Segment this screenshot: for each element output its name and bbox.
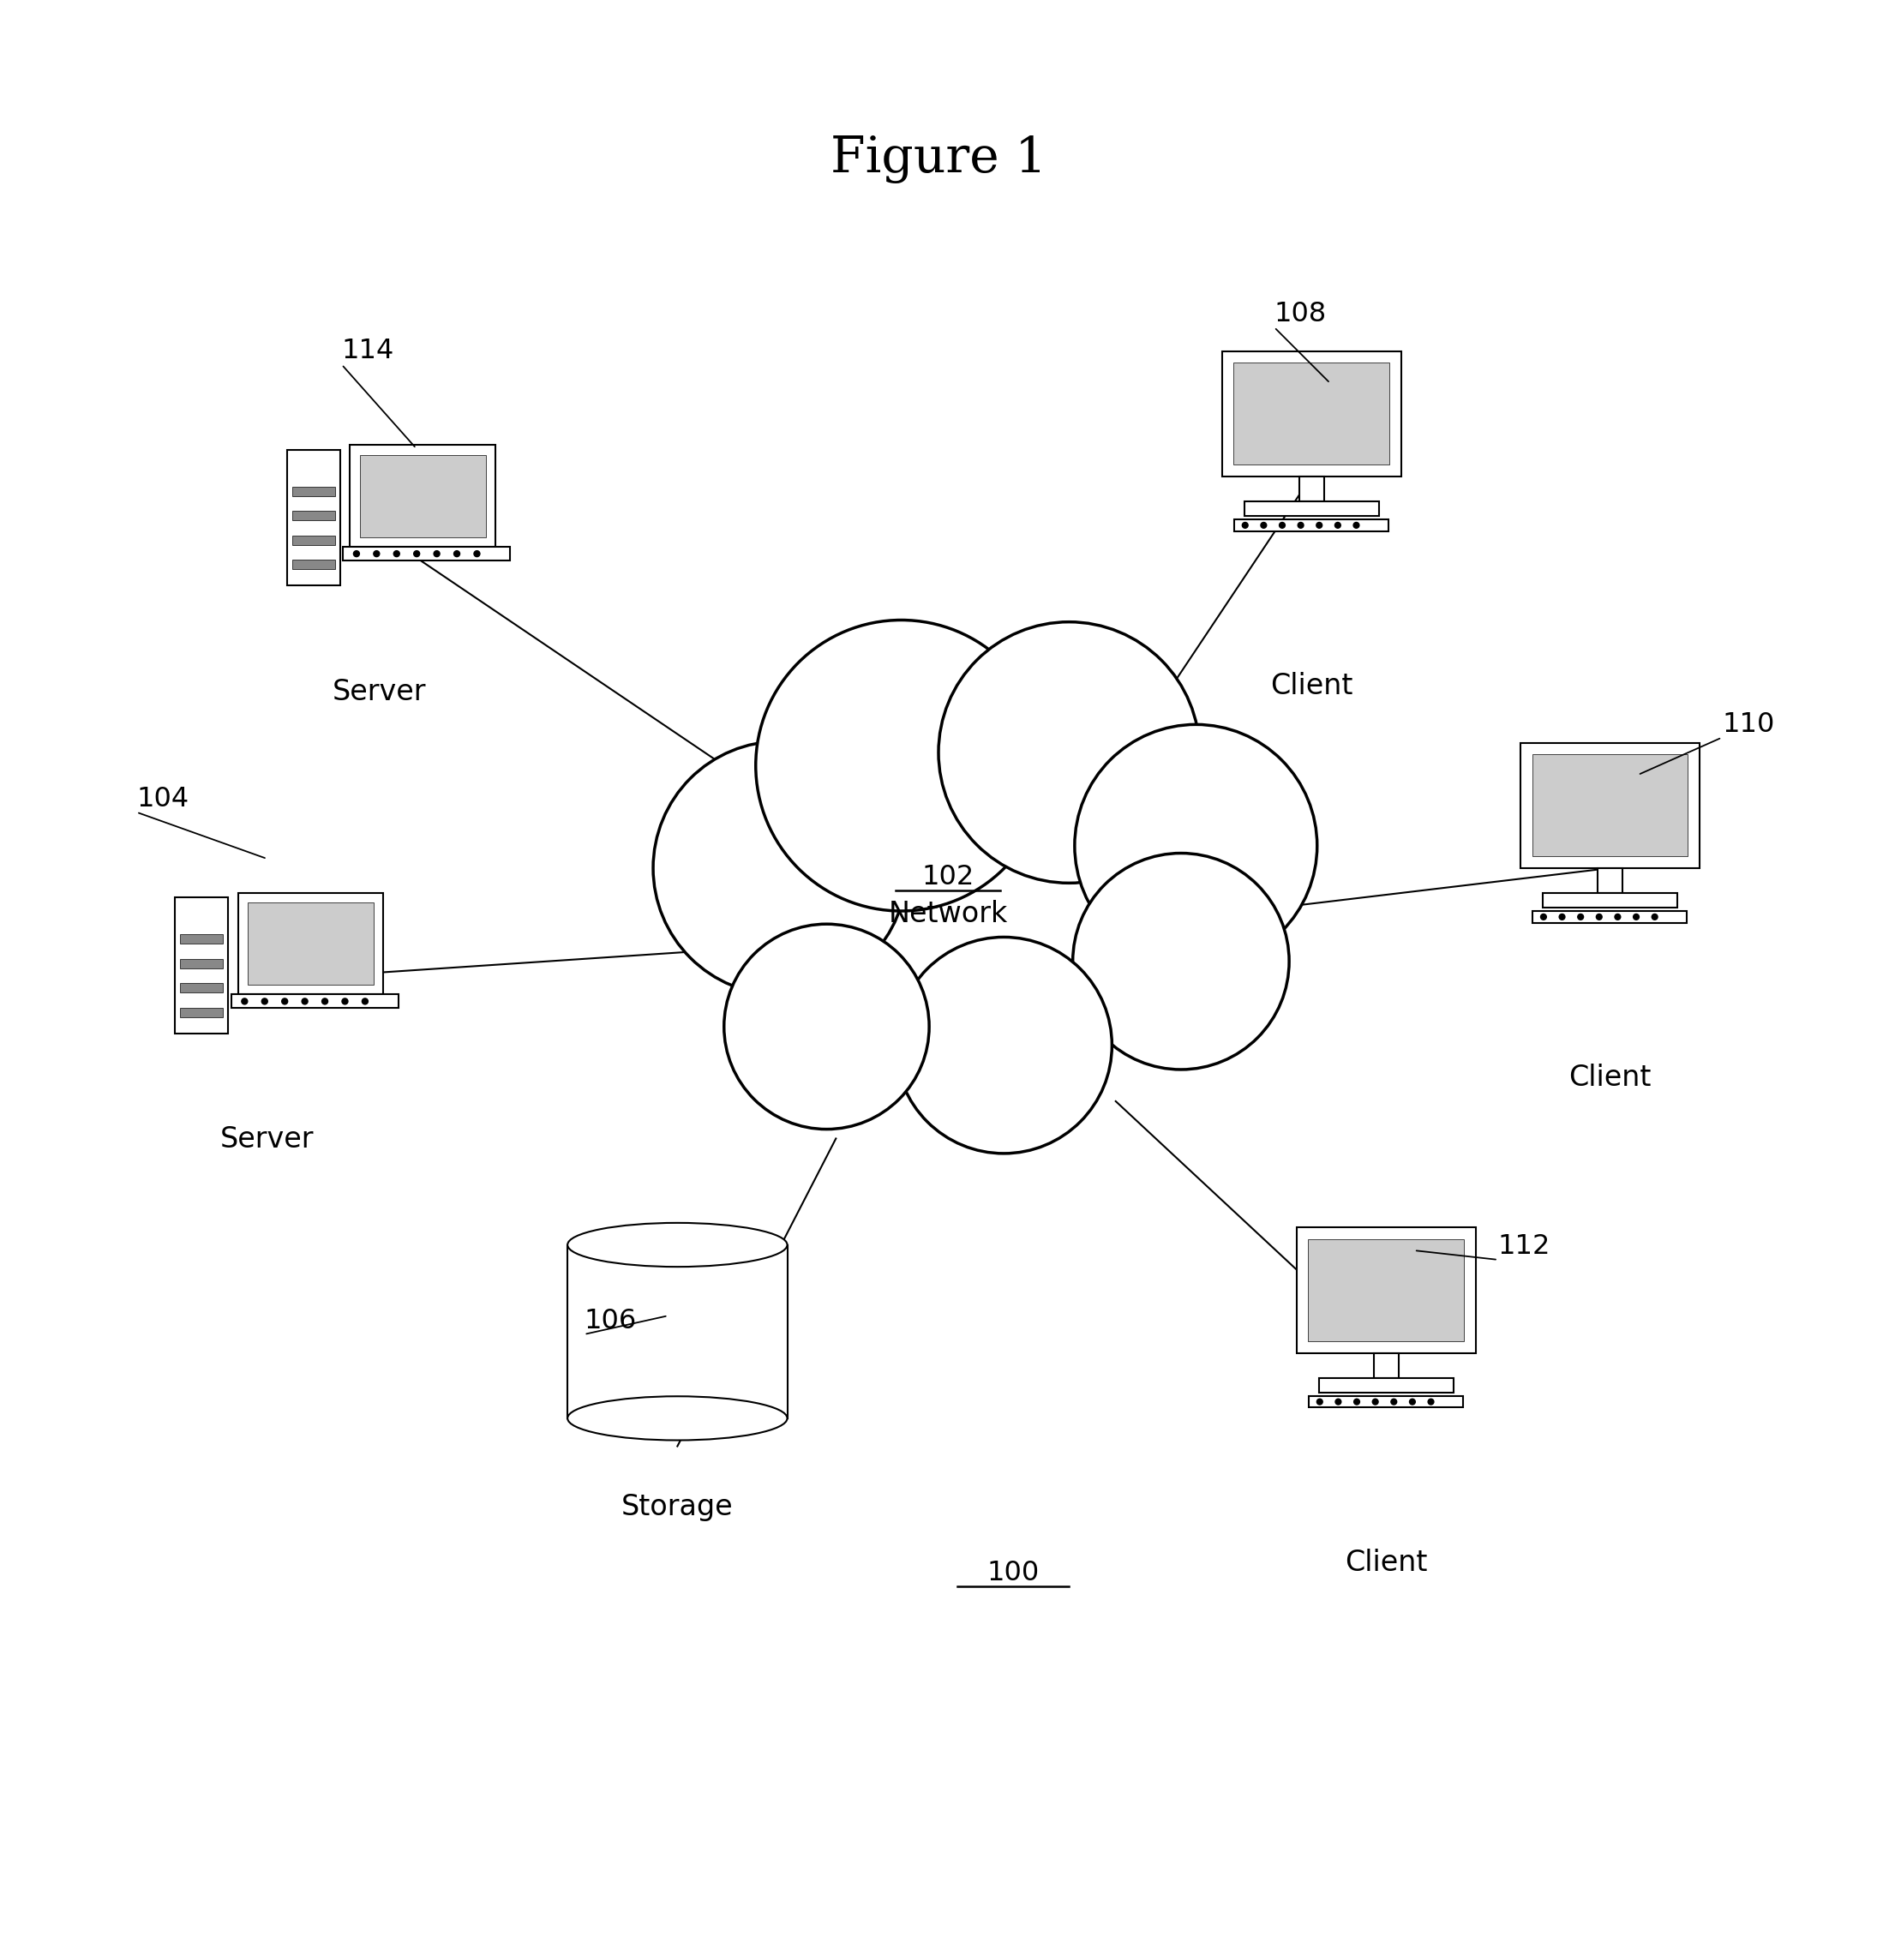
Bar — [1222, 351, 1400, 476]
Circle shape — [1335, 521, 1340, 527]
Circle shape — [756, 619, 1047, 911]
Bar — [360, 455, 486, 537]
Bar — [567, 1245, 786, 1419]
Bar — [180, 958, 223, 968]
Circle shape — [434, 551, 439, 557]
Bar — [1308, 1396, 1464, 1407]
Text: 114: 114 — [342, 337, 394, 365]
Bar — [1244, 502, 1380, 515]
Circle shape — [342, 998, 347, 1004]
Text: 100: 100 — [987, 1560, 1040, 1586]
Text: Client: Client — [1569, 1064, 1652, 1092]
Circle shape — [1261, 521, 1267, 527]
Circle shape — [1560, 913, 1565, 919]
Bar — [1520, 743, 1699, 868]
Circle shape — [1335, 1399, 1342, 1405]
Ellipse shape — [567, 1396, 786, 1441]
Circle shape — [895, 937, 1111, 1152]
Bar — [1374, 1352, 1398, 1378]
Bar — [293, 535, 334, 545]
Text: Client: Client — [1271, 672, 1353, 700]
Text: Server: Server — [220, 1125, 313, 1154]
Circle shape — [1372, 1399, 1378, 1405]
Bar — [1299, 476, 1323, 502]
Circle shape — [1243, 521, 1248, 527]
Bar — [1543, 894, 1676, 907]
Circle shape — [362, 998, 368, 1004]
Bar — [1235, 519, 1389, 531]
Circle shape — [1410, 1399, 1415, 1405]
Circle shape — [1633, 913, 1639, 919]
Circle shape — [374, 551, 379, 557]
Circle shape — [1280, 521, 1286, 527]
Circle shape — [413, 551, 420, 557]
Circle shape — [394, 551, 400, 557]
Bar — [175, 898, 229, 1033]
Circle shape — [302, 998, 308, 1004]
Circle shape — [1541, 913, 1547, 919]
Text: Server: Server — [332, 678, 426, 706]
Circle shape — [1353, 1399, 1359, 1405]
Bar — [180, 984, 223, 992]
Circle shape — [321, 998, 328, 1004]
Circle shape — [1318, 1399, 1323, 1405]
Circle shape — [725, 923, 929, 1129]
Bar — [231, 994, 398, 1007]
Text: 112: 112 — [1498, 1233, 1550, 1260]
Bar — [349, 445, 496, 547]
Text: 110: 110 — [1721, 711, 1774, 737]
Circle shape — [1614, 913, 1620, 919]
Bar — [1597, 868, 1622, 894]
Bar — [248, 902, 374, 984]
Circle shape — [653, 741, 907, 996]
Circle shape — [1076, 725, 1318, 966]
Bar — [1534, 911, 1687, 923]
Text: Figure 1: Figure 1 — [830, 135, 1047, 184]
Text: Network: Network — [888, 900, 1008, 929]
Circle shape — [1652, 913, 1657, 919]
Circle shape — [1353, 521, 1359, 527]
Circle shape — [353, 551, 360, 557]
Circle shape — [473, 551, 481, 557]
Circle shape — [1391, 1399, 1396, 1405]
Bar — [180, 1007, 223, 1017]
Bar — [287, 451, 340, 586]
Circle shape — [1297, 521, 1305, 527]
Text: Storage: Storage — [621, 1494, 734, 1521]
Bar — [1233, 363, 1389, 465]
Bar — [293, 512, 334, 521]
Circle shape — [938, 621, 1199, 884]
Bar — [293, 486, 334, 496]
Circle shape — [261, 998, 268, 1004]
Circle shape — [454, 551, 460, 557]
Bar — [1532, 755, 1687, 857]
Circle shape — [1074, 853, 1289, 1070]
Bar — [238, 892, 383, 994]
Text: 102: 102 — [922, 864, 974, 890]
Bar — [1297, 1227, 1475, 1352]
Circle shape — [242, 998, 248, 1004]
Bar — [293, 561, 334, 570]
Circle shape — [1428, 1399, 1434, 1405]
Bar — [343, 547, 511, 561]
Bar — [1320, 1378, 1453, 1392]
Circle shape — [1595, 913, 1603, 919]
Text: 104: 104 — [137, 786, 190, 811]
Circle shape — [1579, 913, 1584, 919]
Bar — [1308, 1239, 1464, 1341]
Circle shape — [282, 998, 287, 1004]
Text: 106: 106 — [584, 1307, 636, 1335]
Ellipse shape — [567, 1223, 786, 1266]
Text: Client: Client — [1344, 1548, 1427, 1578]
Bar — [180, 935, 223, 943]
Circle shape — [1316, 521, 1321, 527]
Text: 108: 108 — [1274, 300, 1327, 327]
